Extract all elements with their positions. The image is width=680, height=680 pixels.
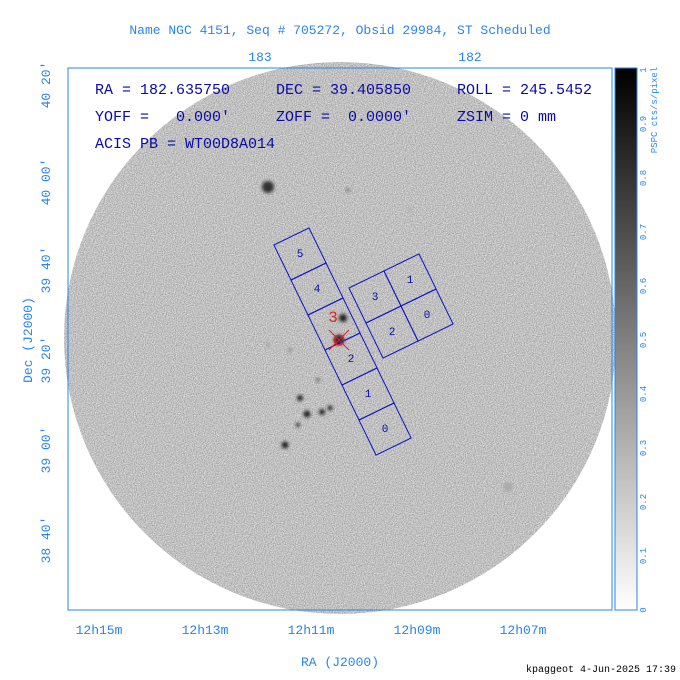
info-yoff: YOFF = 0.000' <box>95 109 230 126</box>
chip-label: 2 <box>348 354 355 366</box>
plot-frame <box>67 67 613 611</box>
y-tick-label: 39 20' <box>39 337 54 384</box>
top-tick-label: 183 <box>248 50 271 65</box>
info-zsim: ZSIM = 0 mm <box>457 109 556 126</box>
target-marker <box>328 329 350 351</box>
chip-label: 1 <box>365 389 372 401</box>
x-tick-label: 12h09m <box>394 623 441 638</box>
chip-label: 1 <box>407 275 414 287</box>
info-ra: RA = 182.635750 <box>95 82 230 99</box>
x-tick-label: 12h11m <box>288 623 335 638</box>
chip-label: 0 <box>382 424 389 436</box>
y-tick-label: 39 00' <box>39 427 54 474</box>
colorbar <box>614 67 638 611</box>
info-acis: ACIS PB = WT00D8A014 <box>95 136 275 153</box>
x-tick-label: 12h15m <box>76 623 123 638</box>
chip-label: 2 <box>389 327 396 339</box>
info-zoff: ZOFF = 0.0000' <box>276 109 411 126</box>
chip-label: 5 <box>297 249 304 261</box>
colorbar-tick-label: 0.9 <box>639 116 649 132</box>
colorbar-tick-label: 0.4 <box>639 386 649 402</box>
colorbar-tick-label: 0.2 <box>639 494 649 510</box>
colorbar-tick-label: 0.8 <box>639 170 649 186</box>
x-tick-label: 12h07m <box>500 623 547 638</box>
title: Name NGC 4151, Seq # 705272, Obsid 29984… <box>129 23 550 38</box>
chip-label: 4 <box>314 284 321 296</box>
sky-image <box>64 62 616 614</box>
colorbar-tick-label: 1 <box>639 67 649 72</box>
chip-label: 0 <box>424 310 431 322</box>
info-roll: ROLL = 245.5452 <box>457 82 592 99</box>
target-label: 3 <box>328 309 338 327</box>
colorbar-tick-label: 0.3 <box>639 440 649 456</box>
chip <box>400 288 454 342</box>
y-tick-label: 39 40' <box>39 247 54 294</box>
chip <box>358 402 412 456</box>
y-axis-title: Dec (J2000) <box>21 297 36 383</box>
acis-chips: 5 4 2 1 0 3 1 2 0 3 <box>273 227 454 456</box>
colorbar-tick-label: 0.5 <box>639 332 649 348</box>
top-tick-label: 182 <box>458 50 481 65</box>
colorbar-label: PSPC cts/s/pixel <box>650 67 660 153</box>
colorbar-tick-label: 0.6 <box>639 278 649 294</box>
colorbar-tick-label: 0.1 <box>639 548 649 564</box>
chip-label: 3 <box>372 292 379 304</box>
colorbar-tick-label: 0 <box>639 607 649 612</box>
x-tick-label: 12h13m <box>182 623 229 638</box>
y-tick-label: 40 00' <box>39 159 54 206</box>
y-tick-label: 38 40' <box>39 517 54 564</box>
info-dec: DEC = 39.405850 <box>276 82 411 99</box>
y-tick-label: 40 20' <box>39 62 54 109</box>
colorbar-tick-label: 0.7 <box>639 224 649 240</box>
footer: kpaggeot 4-Jun-2025 17:39 <box>526 664 676 676</box>
x-axis-title: RA (J2000) <box>301 655 379 670</box>
